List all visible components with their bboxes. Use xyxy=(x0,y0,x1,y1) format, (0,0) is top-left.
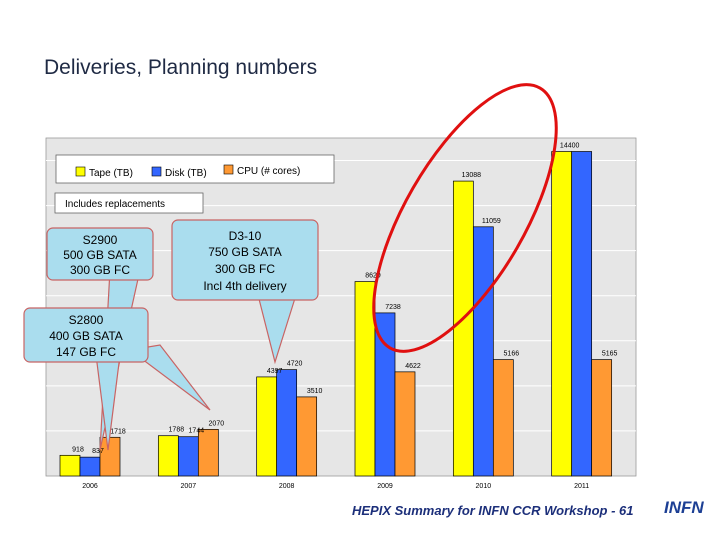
legend-swatch-cpu xyxy=(223,164,234,175)
x-tick-label: 2008 xyxy=(279,483,295,490)
bar-value-label: 2070 xyxy=(209,420,225,427)
bar-value-label: 1718 xyxy=(110,428,126,435)
bar-value-label: 837 xyxy=(92,448,104,455)
bar-value-label: 11059 xyxy=(482,218,501,225)
bar-cpu-2007 xyxy=(197,429,219,477)
legend-swatch-disk xyxy=(151,166,162,177)
bar-value-label: 918 xyxy=(72,446,84,453)
bar-value-label: 1788 xyxy=(169,427,185,434)
bar-tape-2008 xyxy=(256,376,278,477)
bar-disk-2007 xyxy=(177,436,199,477)
callout-s2800-line-1: S2800 xyxy=(69,313,104,327)
x-tick-label: 2010 xyxy=(476,483,492,490)
chart-gridlines xyxy=(45,137,637,477)
bar-tape-2007 xyxy=(157,435,179,477)
bar-cpu-2006 xyxy=(99,436,121,477)
callout-s2900-line-1: S2900 xyxy=(83,233,118,247)
slide-footer: HEPIX Summary for INFN CCR Workshop - 61 xyxy=(352,503,634,518)
callout-s2800: S2800 400 GB SATA 147 GB FC xyxy=(23,307,211,451)
x-tick-label: 2007 xyxy=(181,483,197,490)
bar-value-label: 7238 xyxy=(385,304,401,311)
infn-logo: INFN xyxy=(664,498,704,517)
bar-tape-2009 xyxy=(354,281,376,477)
bar-disk-2008 xyxy=(276,369,298,477)
bar-cpu-2009 xyxy=(394,371,416,477)
bar-value-label: 1744 xyxy=(189,428,205,435)
bar-value-label: 4720 xyxy=(287,361,303,368)
chart-x-ticks: 2006 2007 2008 2009 2010 2011 xyxy=(82,483,589,490)
callout-s2900-line-2: 500 GB SATA xyxy=(63,248,137,262)
bar-cpu-2011 xyxy=(591,359,613,477)
x-tick-label: 2009 xyxy=(377,483,393,490)
bar-disk-2010 xyxy=(472,226,494,477)
bar-value-label: 4622 xyxy=(405,363,421,370)
plot-area xyxy=(45,137,637,477)
bar-disk-2011 xyxy=(571,151,593,477)
legend-label-tape: Tape (TB) xyxy=(89,168,133,179)
callout-d310-line-2: 750 GB SATA xyxy=(208,245,282,259)
chart-bars xyxy=(59,151,613,477)
bar-disk-2006 xyxy=(79,456,101,477)
legend-swatch-tape xyxy=(75,166,86,177)
slide-title: Deliveries, Planning numbers xyxy=(44,56,318,79)
bar-tape-2011 xyxy=(551,151,573,477)
bar-value-label: 14400 xyxy=(560,143,580,150)
legend-label-cpu: CPU (# cores) xyxy=(237,166,300,177)
chart-bar-labels: 918 837 1718 1788 1744 2070 4397 4720 3510 8629 72… xyxy=(72,143,617,456)
bar-value-label: 8629 xyxy=(365,273,381,280)
bar-tape-2006 xyxy=(59,454,81,477)
highlight-ellipse xyxy=(372,83,558,353)
callout-d310: D3-10 750 GB SATA 300 GB FC Incl 4th del… xyxy=(171,219,319,365)
callout-d310-line-4: Incl 4th delivery xyxy=(203,279,286,293)
callout-d310-line-1: D3-10 xyxy=(229,229,262,243)
bar-value-label: 13088 xyxy=(462,172,482,179)
bar-value-label: 5165 xyxy=(602,351,618,358)
bar-value-label: 4397 xyxy=(267,368,283,375)
chart-legend: Tape (TB) Disk (TB) CPU (# cores) xyxy=(55,154,335,184)
bar-tape-2010 xyxy=(452,180,474,477)
bar-value-label: 3510 xyxy=(307,388,323,395)
x-tick-label: 2011 xyxy=(574,483,589,490)
svg-text:Includes replacements: Includes replacements xyxy=(65,199,165,210)
bar-value-label: 5166 xyxy=(504,351,520,358)
legend-label-disk: Disk (TB) xyxy=(165,168,207,179)
bar-disk-2009 xyxy=(374,312,396,477)
callout-s2800-line-2: 400 GB SATA xyxy=(49,329,123,343)
replacements-note: Includes replacements xyxy=(54,192,204,214)
x-tick-label: 2006 xyxy=(82,483,98,490)
callout-d310-line-3: 300 GB FC xyxy=(215,262,275,276)
bar-cpu-2010 xyxy=(492,359,514,477)
callout-s2800-line-3: 147 GB FC xyxy=(56,345,116,359)
bar-cpu-2008 xyxy=(296,396,318,477)
callout-s2900-line-3: 300 GB FC xyxy=(70,263,130,277)
